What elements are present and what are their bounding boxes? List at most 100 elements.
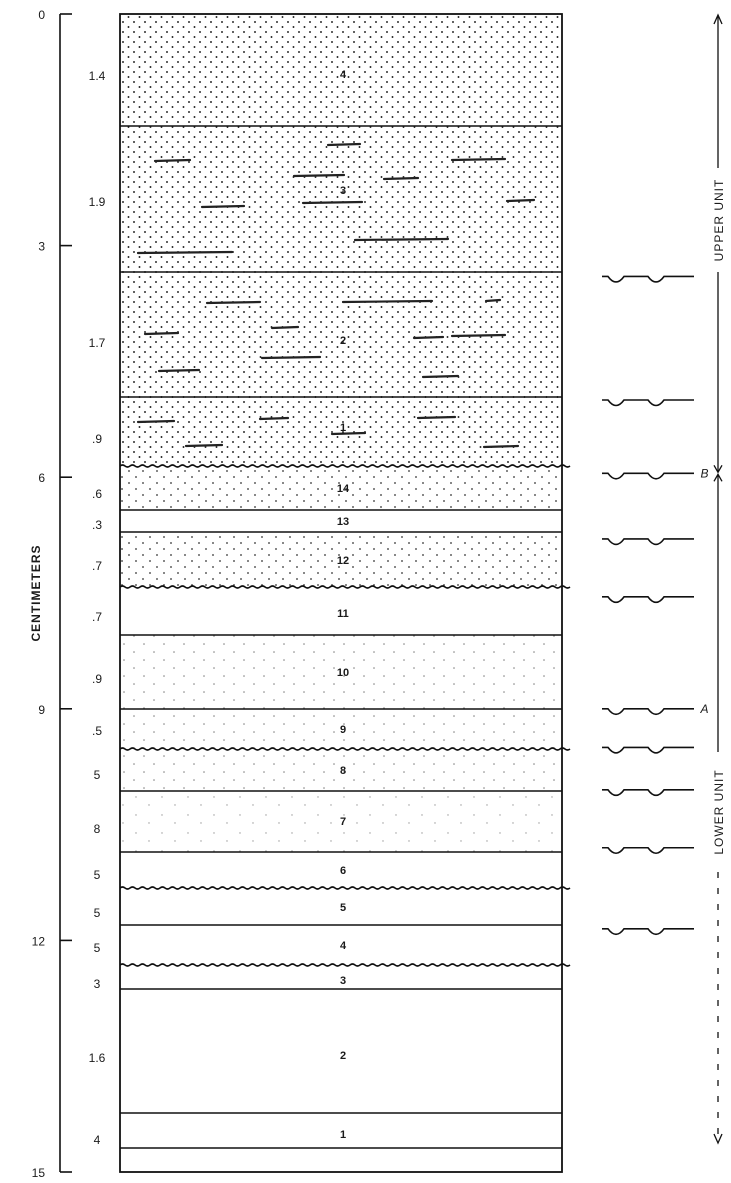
mud-clast-dash — [205, 300, 262, 305]
erosion-surface-symbol — [602, 708, 694, 716]
mud-clast-dash — [505, 198, 536, 203]
axis-title: CENTIMETERS — [29, 544, 43, 641]
column-outline — [119, 13, 563, 1173]
mud-clast-dash — [136, 250, 234, 255]
marker-b-label: B — [700, 466, 709, 480]
mud-clast-dash — [330, 431, 367, 436]
erosion-surface-symbol — [602, 789, 694, 797]
bed-number-label: 3 — [340, 975, 346, 987]
unit-bracket: UPPER UNIT LOWER UNIT — [712, 13, 726, 1145]
mud-clast-dash — [153, 158, 192, 163]
mud-clast-dash — [412, 335, 445, 340]
bed-number-label: 3 — [340, 185, 346, 197]
bed-number-label: 11 — [337, 608, 349, 620]
bed-thickness-label: .5 — [92, 724, 102, 738]
bed-thickness-label: 4 — [94, 1133, 101, 1147]
bed-number-label: 5 — [340, 902, 346, 914]
mud-clast-dash — [301, 200, 364, 205]
bed-thickness-label: 5 — [94, 941, 101, 955]
erosion-surface-symbol — [602, 596, 694, 604]
erosional-bed-contact — [119, 464, 571, 468]
bed-thickness-label: .7 — [92, 559, 102, 573]
bed-number-label: 2 — [340, 335, 346, 347]
lower-unit-label: LOWER UNIT — [712, 769, 726, 854]
mud-clast-dash — [353, 237, 450, 242]
bed-thickness-label: .6 — [92, 487, 102, 501]
mud-clast-dash — [421, 374, 460, 379]
bed-number-label: 8 — [340, 765, 346, 777]
mud-clast-dash — [382, 176, 420, 181]
mud-clast-dash — [270, 325, 300, 330]
bed-thickness-label: 3 — [94, 977, 101, 991]
mud-clast-dash — [416, 415, 457, 420]
bed-number-label: 12 — [337, 555, 349, 567]
bracket-arrowhead-up — [713, 473, 723, 482]
bed-number-label: 4 — [340, 940, 347, 952]
bed-number-label: 2 — [340, 1050, 346, 1062]
bed-number-label: 1 — [340, 422, 346, 434]
mud-clast-dash — [260, 355, 322, 360]
bed-thickness-label: 1.9 — [89, 195, 106, 209]
erosional-bed-contact — [119, 886, 571, 890]
mud-clast-dash — [450, 333, 507, 338]
bed-number-label: 9 — [340, 724, 346, 736]
bed-lower-7-fill — [120, 791, 562, 852]
mud-clast-dash — [292, 173, 346, 178]
bed-lower-9-fill — [120, 709, 562, 749]
marker-a-label: A — [699, 702, 709, 716]
erosion-surface-symbol — [602, 399, 694, 407]
mud-clast-dash — [341, 299, 434, 304]
mud-clast-dash — [258, 416, 290, 421]
bed-upper-4-fill — [120, 14, 562, 126]
bed-thickness-label: 5 — [94, 906, 101, 920]
erosion-surface-symbol — [602, 275, 694, 283]
mud-clast-dash — [200, 204, 246, 209]
bed-lower-14-fill — [120, 466, 562, 510]
bed-thickness-label: 1.7 — [89, 336, 106, 350]
erosion-surface-symbol — [602, 538, 694, 546]
bed-number-label: 13 — [337, 516, 349, 528]
mud-clast-dash — [157, 368, 201, 373]
erosion-surface-symbols: BA — [602, 275, 709, 936]
bed-thickness-label: .7 — [92, 610, 102, 624]
erosion-surface-symbol — [602, 846, 694, 855]
bracket-arrowhead-down — [713, 1133, 723, 1145]
upper-unit-label: UPPER UNIT — [712, 179, 726, 262]
bed-thickness-label: .3 — [92, 518, 102, 532]
bed-thickness-label: .9 — [92, 672, 102, 686]
mud-clast-dash — [136, 419, 176, 424]
axis-tick-label: 0 — [38, 8, 45, 22]
bed-thickness-label: 5 — [94, 768, 101, 782]
erosional-bed-contact — [119, 747, 571, 751]
mud-clast-dashes — [136, 142, 536, 449]
erosional-bed-contact — [119, 585, 571, 589]
erosional-bed-contact — [119, 963, 571, 967]
axis-tick-label: 12 — [32, 934, 46, 948]
bed-thickness-label: 1.6 — [89, 1051, 106, 1065]
axis-tick-label: 15 — [32, 1166, 46, 1180]
bed-thickness-label: 8 — [94, 822, 101, 836]
bed-lower-10-fill — [120, 635, 562, 709]
erosion-surface-symbol — [602, 928, 694, 936]
mud-clast-dash — [143, 331, 180, 336]
mud-clast-dash — [482, 444, 520, 449]
bed-lower-8-fill — [120, 749, 562, 791]
bed-upper-1-fill — [120, 397, 562, 466]
bed-number-label: 10 — [337, 667, 349, 679]
bed-upper-3-fill — [120, 126, 562, 272]
bracket-arrowhead-down — [713, 465, 723, 474]
bed-number-label: 6 — [340, 865, 346, 877]
erosion-surface-symbol — [602, 746, 694, 754]
bed-number-label: 7 — [340, 816, 346, 828]
erosion-surface-symbol — [602, 472, 694, 480]
mud-clast-dash — [450, 157, 507, 162]
axis-tick-label: 9 — [38, 703, 45, 717]
axis-tick-label: 3 — [38, 240, 45, 254]
depth-axis: CENTIMETERS 0 3 6 9 12 15 — [29, 8, 72, 1180]
bed-number-label: 1 — [340, 1129, 346, 1141]
bed-thickness-label: 1.4 — [89, 69, 106, 83]
stratigraphic-column: 41.431.921.71.914.613.312.711.710.99.585… — [89, 13, 571, 1173]
mud-clast-dash — [326, 142, 362, 147]
mud-clast-dash — [484, 298, 502, 303]
